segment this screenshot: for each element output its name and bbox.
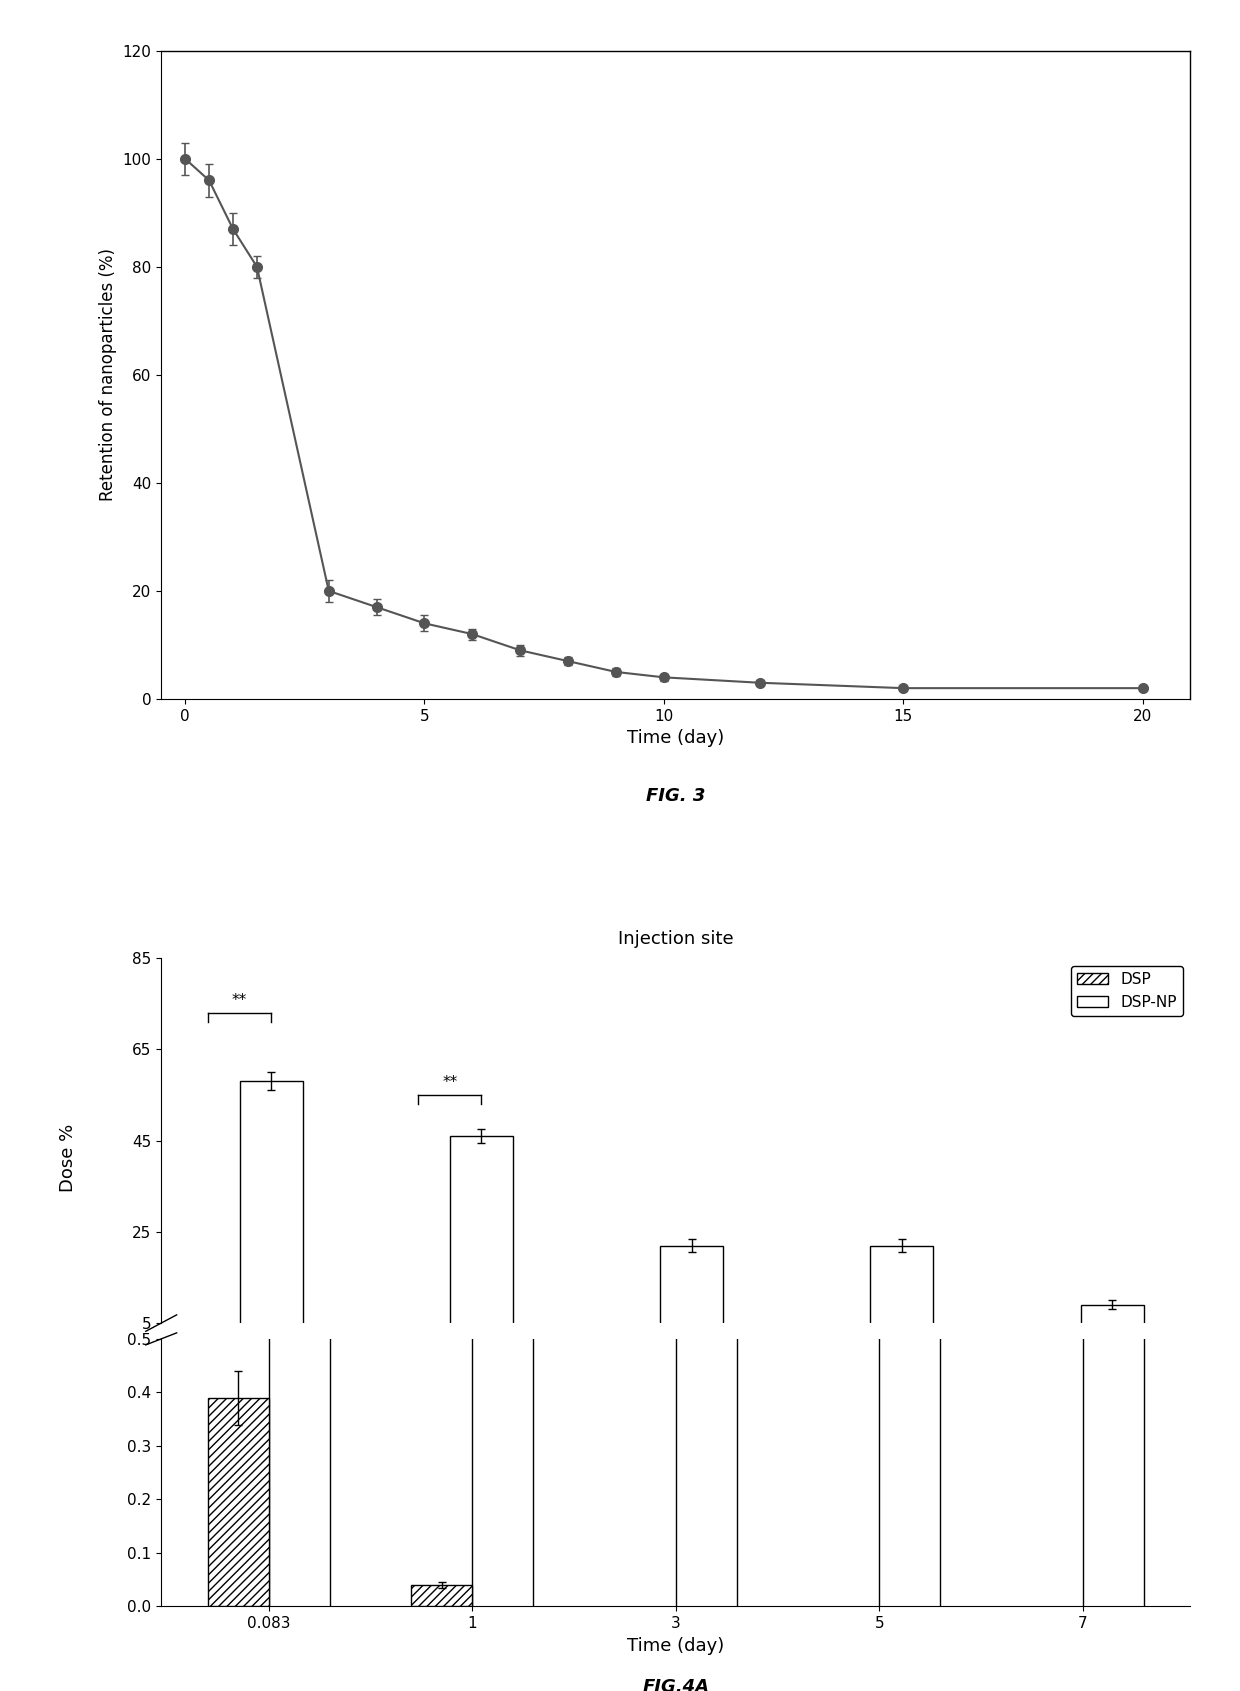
Y-axis label: Retention of nanoparticles (%): Retention of nanoparticles (%)	[99, 249, 117, 501]
Text: FIG.4A: FIG.4A	[642, 1677, 709, 1691]
X-axis label: Time (day): Time (day)	[627, 729, 724, 747]
Bar	[870, 1246, 934, 1346]
X-axis label: Time (day): Time (day)	[627, 1637, 724, 1655]
Legend: DSP, DSP-NP: DSP, DSP-NP	[1071, 966, 1183, 1016]
Text: **: **	[232, 993, 247, 1008]
Text: FIG. 3: FIG. 3	[646, 788, 706, 805]
Text: Dose %: Dose %	[60, 1125, 77, 1192]
Title: Injection site: Injection site	[618, 930, 734, 949]
Bar	[239, 1081, 303, 1346]
Bar	[1080, 1305, 1143, 1346]
Bar	[660, 1246, 723, 1346]
Bar	[412, 1584, 472, 1606]
Bar	[450, 1136, 513, 1346]
Bar	[208, 1398, 269, 1606]
Text: **: **	[443, 1075, 458, 1091]
